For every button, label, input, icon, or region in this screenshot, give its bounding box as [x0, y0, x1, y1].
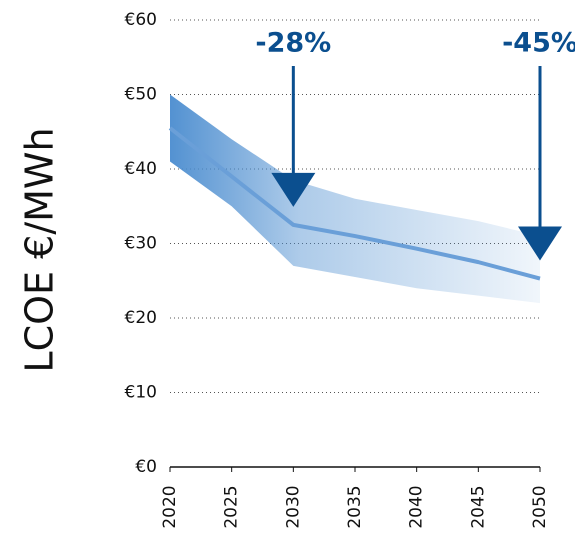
x-tick-label: 2045 [468, 485, 488, 528]
line [168, 126, 541, 281]
annotation: -45% [502, 28, 575, 59]
x-tick-label: 2025 [222, 485, 242, 528]
x-tick-label: 2050 [530, 485, 550, 528]
x-tick-label: 2030 [283, 485, 303, 528]
y-axis-label: LCOE €/MWh [18, 127, 62, 372]
annotation-arrow-head [518, 226, 562, 261]
annotation: -28% [255, 28, 331, 59]
y-tick-label: €30 [125, 234, 157, 254]
x-tick-label: 2020 [160, 485, 180, 528]
y-tick-label: €0 [135, 457, 157, 477]
y-tick-label: €20 [125, 308, 157, 328]
y-tick-label: €60 [125, 10, 157, 30]
y-tick-label: €50 [125, 85, 157, 105]
x-tick-label: 2040 [407, 485, 427, 528]
y-tick-label: €10 [125, 383, 157, 403]
y-tick-label: €40 [125, 159, 157, 179]
x-tick-label: 2035 [345, 485, 365, 528]
uncertainty-band [170, 94, 540, 304]
annotation-arrow-head [271, 172, 316, 207]
